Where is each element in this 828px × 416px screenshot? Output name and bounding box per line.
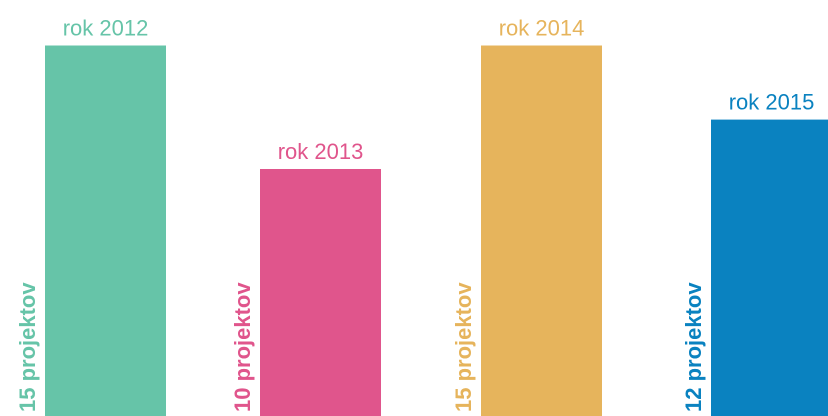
category-label: rok 2015 <box>729 90 815 115</box>
category-label: rok 2014 <box>499 16 585 41</box>
bar <box>45 45 166 416</box>
value-label: 15 projektov <box>15 282 40 412</box>
value-label: 15 projektov <box>451 282 476 412</box>
bar <box>481 45 602 416</box>
value-label: 10 projektov <box>230 282 255 412</box>
category-label: rok 2013 <box>278 139 364 164</box>
bar <box>260 169 381 416</box>
bar <box>711 119 828 416</box>
category-label: rok 2012 <box>63 16 149 41</box>
value-label: 12 projektov <box>681 282 706 412</box>
